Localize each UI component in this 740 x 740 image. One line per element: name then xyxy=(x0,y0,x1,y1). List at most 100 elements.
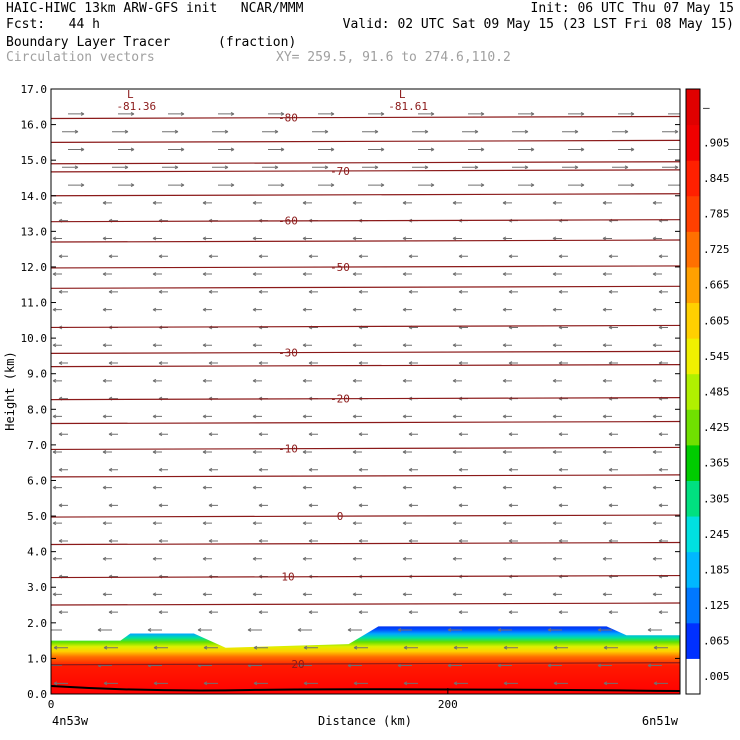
vector-arrow xyxy=(52,556,62,561)
vector-arrow xyxy=(452,307,462,312)
vector-arrow xyxy=(552,450,562,454)
vector-arrow xyxy=(452,272,462,277)
contour-label: 10 xyxy=(281,571,294,584)
vector-arrow xyxy=(458,467,468,472)
colorbar-label: .905 xyxy=(703,136,730,149)
vector-arrow xyxy=(158,432,168,437)
colorbar-label: .125 xyxy=(703,599,730,612)
vector-arrow xyxy=(58,254,68,259)
y-tick-label: 17.0 xyxy=(21,83,48,96)
vector-arrow xyxy=(253,681,268,686)
x-start-location: 4n53w xyxy=(52,714,89,728)
vector-arrow xyxy=(602,521,612,526)
vector-arrow xyxy=(202,414,212,419)
vector-arrow xyxy=(602,556,612,561)
vector-arrow xyxy=(258,467,268,472)
vector-arrow xyxy=(558,289,568,294)
vector-arrow xyxy=(102,521,112,526)
vector-arrow xyxy=(252,378,262,383)
vector-arrow xyxy=(397,663,412,668)
vector-arrow xyxy=(552,200,562,205)
vector-arrow xyxy=(308,467,318,472)
vector-arrow xyxy=(412,129,429,134)
vector-arrow xyxy=(602,450,612,454)
y-tick-label: 0.0 xyxy=(27,688,47,701)
vector-arrow xyxy=(402,450,412,454)
vector-arrow xyxy=(52,343,62,348)
low-value: -81.61 xyxy=(388,100,428,113)
vector-arrow xyxy=(302,307,312,312)
vector-arrow xyxy=(212,129,229,134)
vector-arrow xyxy=(358,610,368,615)
vector-arrow xyxy=(268,111,285,116)
colorbar-label: .785 xyxy=(703,208,730,221)
vector-arrow xyxy=(252,307,262,312)
vector-arrow xyxy=(458,539,468,543)
vector-arrow xyxy=(58,610,68,615)
vector-arrow xyxy=(152,272,162,277)
x-axis-label: Distance (km) xyxy=(318,714,412,728)
vector-arrow xyxy=(208,254,218,259)
vector-arrow xyxy=(552,307,562,312)
vector-arrow xyxy=(358,539,368,543)
vector-arrow xyxy=(108,361,118,365)
vector-arrow xyxy=(202,307,212,312)
colorbar-label: .845 xyxy=(703,172,730,185)
vector-arrow xyxy=(252,414,262,419)
vector-arrow xyxy=(452,343,462,348)
vector-arrow xyxy=(52,521,62,526)
colorbar-label: .545 xyxy=(703,350,730,363)
vector-arrow xyxy=(568,111,585,116)
vector-arrow xyxy=(608,539,618,543)
vector-arrow xyxy=(158,361,168,365)
vector-arrow xyxy=(612,129,629,134)
vector-arrow xyxy=(502,236,512,241)
vector-arrow xyxy=(552,592,562,597)
vector-arrow xyxy=(208,432,218,437)
vector-arrow xyxy=(408,289,418,294)
vector-arrow xyxy=(252,592,262,597)
y-axis-label: Height (km) xyxy=(3,351,17,430)
contour-label: -10 xyxy=(278,442,298,455)
vector-arrow xyxy=(262,129,279,134)
colorbar-segment xyxy=(686,195,700,232)
vector-arrow xyxy=(458,254,468,259)
colorbar-label: .245 xyxy=(703,528,730,541)
contour-line xyxy=(51,324,680,329)
vector-arrow xyxy=(152,200,162,205)
vector-arrow xyxy=(52,414,62,419)
vector-arrow xyxy=(402,307,412,312)
vector-arrow xyxy=(268,183,285,188)
vector-arrow xyxy=(58,503,68,508)
vector-arrow xyxy=(602,200,612,205)
vector-arrow xyxy=(302,521,312,526)
colorbar-segment xyxy=(686,409,700,446)
vector-arrow xyxy=(358,503,368,508)
vector-arrow xyxy=(52,378,62,383)
colorbar-segment xyxy=(686,516,700,553)
vector-arrow xyxy=(608,467,618,472)
vector-arrow xyxy=(658,467,668,472)
vector-arrow xyxy=(302,485,312,490)
vector-arrow xyxy=(358,432,368,437)
vector-arrow xyxy=(52,236,62,241)
y-tick-label: 13.0 xyxy=(21,225,48,238)
vector-arrow xyxy=(502,307,512,312)
vector-arrow xyxy=(458,610,468,615)
vector-arrow xyxy=(208,610,218,615)
vector-arrow xyxy=(562,129,579,134)
vector-arrow xyxy=(102,272,112,277)
vector-arrow xyxy=(318,147,335,152)
vector-arrow xyxy=(102,450,112,454)
vector-arrow xyxy=(512,165,529,170)
vector-arrow xyxy=(508,289,518,294)
vector-arrow xyxy=(658,610,668,615)
vector-arrow xyxy=(447,663,462,668)
vector-arrow xyxy=(302,343,312,348)
vector-arrow xyxy=(558,361,568,365)
vector-arrow xyxy=(203,645,218,650)
vector-arrow xyxy=(152,343,162,348)
vector-arrow xyxy=(262,165,279,170)
vector-arrow xyxy=(458,503,468,508)
vector-arrow xyxy=(202,272,212,277)
